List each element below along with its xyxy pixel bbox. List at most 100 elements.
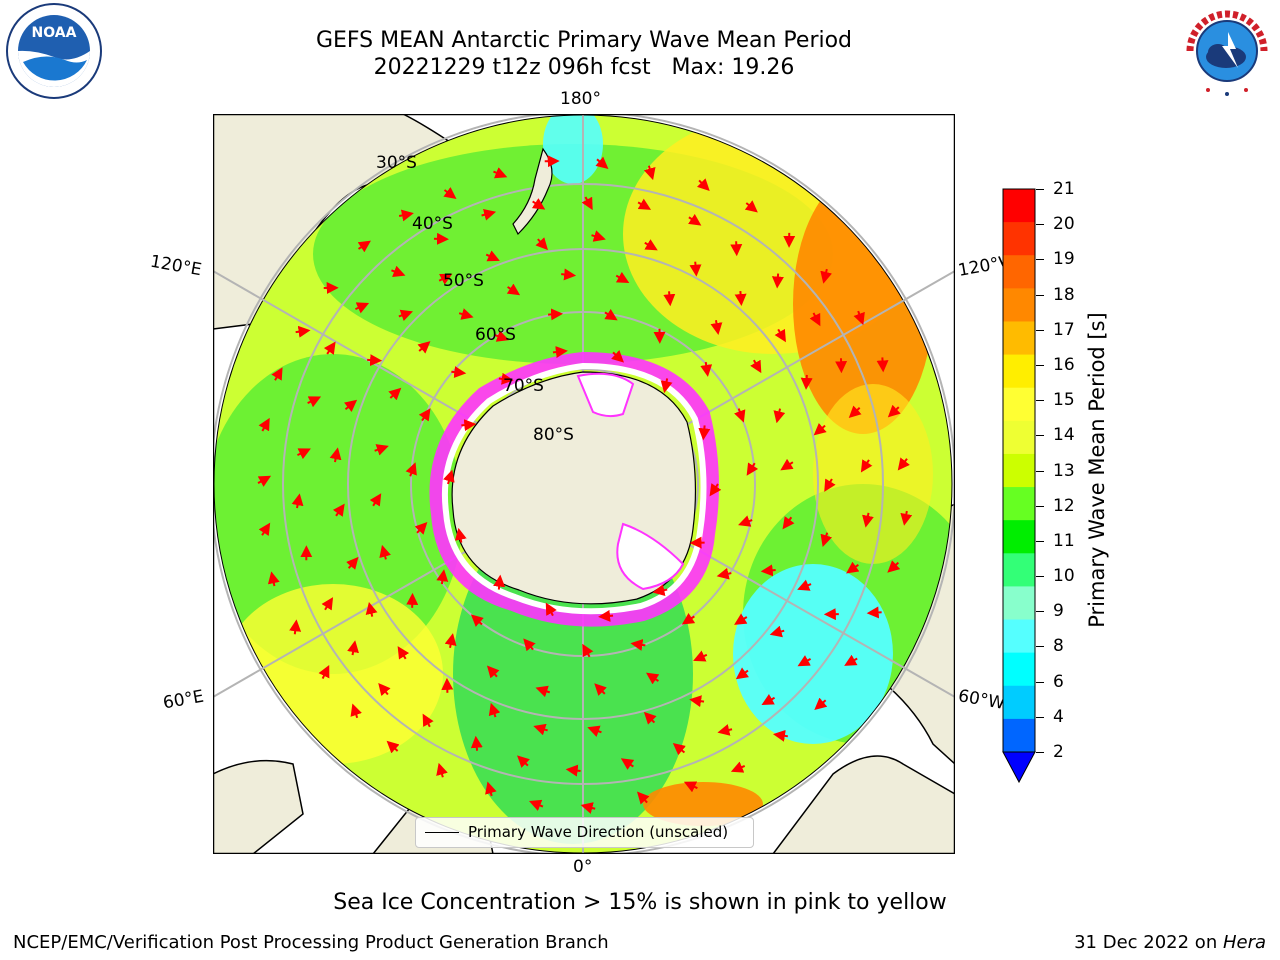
wave-arrow: [660, 378, 673, 394]
wave-arrow: [734, 613, 748, 625]
wave-arrow: [378, 682, 391, 697]
lon-label-60e: 60°E: [161, 686, 206, 714]
wave-arrow: [887, 404, 901, 418]
wave-arrow: [900, 510, 913, 526]
wave-arrow: [481, 208, 497, 221]
wave-arrow: [876, 357, 889, 373]
wave-arrow: [535, 237, 548, 251]
wave-arrow: [813, 423, 827, 436]
wave-arrow: [853, 310, 865, 326]
wave-arrow: [493, 167, 508, 179]
wave-arrow: [598, 609, 614, 622]
noaa-logo-text: NOAA: [32, 25, 77, 41]
colorbar-band: [1003, 354, 1035, 389]
wave-arrow: [493, 574, 506, 590]
wave-arrow: [454, 527, 467, 543]
wave-arrow: [809, 312, 821, 327]
wave-arrow: [443, 186, 457, 199]
wave-arrow: [700, 361, 713, 377]
noaa-logo: NOAA: [6, 3, 102, 99]
colorbar-band: [1003, 321, 1035, 356]
wave-arrow: [644, 239, 658, 251]
wave-arrow: [257, 475, 272, 487]
wave-arrow: [438, 273, 453, 285]
wave-arrow: [388, 387, 402, 401]
wave-arrow: [347, 640, 359, 656]
wave-arrow: [773, 408, 786, 424]
colorbar-extend-triangle: [1002, 751, 1036, 784]
colorbar-band: [1003, 718, 1035, 753]
wave-arrow: [681, 612, 696, 625]
wave-arrow: [697, 178, 710, 192]
wave-arrow: [672, 742, 686, 756]
wave-arrow: [391, 265, 406, 277]
wave-arrow: [587, 725, 602, 737]
wave-arrow: [346, 556, 359, 570]
sea-ice-ring: [429, 351, 719, 627]
colorbar-band: [1003, 652, 1035, 687]
colorbar: [1002, 188, 1036, 784]
footer-credit: NCEP/EMC/Verification Post Processing Pr…: [13, 932, 609, 953]
wave-arrow: [782, 516, 795, 530]
wave-arrow: [761, 693, 776, 706]
lon-label-180: 180°: [560, 89, 601, 109]
lat-label-40s: 40°S: [412, 214, 453, 234]
wave-arrow: [760, 564, 776, 577]
wave-arrow: [332, 503, 345, 517]
wave-arrow: [414, 521, 428, 535]
wave-arrow: [698, 425, 711, 441]
wave-arrow: [444, 633, 457, 649]
wave-arrow: [506, 283, 521, 296]
wave-arrow: [862, 512, 874, 528]
wave-arrow: [458, 308, 474, 320]
wave-arrow: [552, 346, 568, 359]
wave-arrow: [683, 781, 698, 793]
wave-arrow: [595, 156, 609, 169]
wave-arrow: [323, 341, 336, 355]
wave-arrow: [258, 417, 270, 432]
wave-arrow: [848, 405, 862, 419]
wave-arrow: [517, 755, 530, 768]
wave-arrow: [769, 625, 785, 638]
wave-arrow: [329, 447, 342, 463]
wave-arrow: [620, 758, 635, 770]
ross-ice-shelf: [576, 372, 635, 418]
wave-arrow: [717, 724, 733, 736]
wave-arrow: [436, 762, 448, 778]
wave-arrow: [374, 444, 389, 456]
wave-arrow: [744, 200, 758, 213]
wave-arrow: [367, 354, 383, 367]
colorbar-tick-label: 12: [1053, 495, 1075, 516]
wave-arrow: [321, 597, 334, 611]
footer-date-text: 31 Dec 2022 on: [1074, 932, 1223, 953]
colorbar-tick-mark: [1036, 611, 1044, 613]
wave-arrow: [398, 209, 414, 222]
colorbar-tick-mark: [1036, 329, 1044, 331]
wave-arrow: [652, 584, 668, 597]
wave-arrow: [531, 198, 546, 210]
colorbar-tick-mark: [1036, 716, 1044, 718]
wave-arrow: [267, 571, 280, 587]
colorbar-tick-mark: [1036, 294, 1044, 296]
lat-label-30s: 30°S: [376, 153, 417, 173]
colorbar-band: [1003, 520, 1035, 554]
wave-arrow: [291, 493, 304, 509]
wave-arrow: [494, 330, 510, 342]
colorbar-tick-mark: [1036, 681, 1044, 683]
wave-arrow: [860, 459, 873, 473]
footer-date: 31 Dec 2022 on Hera: [1074, 932, 1266, 953]
wave-arrow: [630, 639, 646, 651]
wave-arrow: [488, 702, 501, 718]
wave-arrow: [866, 606, 882, 619]
colorbar-tick-mark: [1036, 576, 1044, 578]
colorbar-tick-mark: [1036, 259, 1044, 261]
colorbar-tick-mark: [1036, 189, 1044, 190]
wave-arrow: [533, 723, 548, 736]
chart-subtitle: 20221229 t12z 096h fcst Max: 19.26: [373, 55, 795, 80]
colorbar-tick-mark: [1036, 470, 1044, 472]
wave-arrow: [386, 740, 400, 754]
wave-arrow: [730, 761, 746, 773]
wave-arrow: [365, 601, 378, 617]
wave-arrow: [615, 271, 630, 283]
wave-arrow: [297, 448, 311, 460]
